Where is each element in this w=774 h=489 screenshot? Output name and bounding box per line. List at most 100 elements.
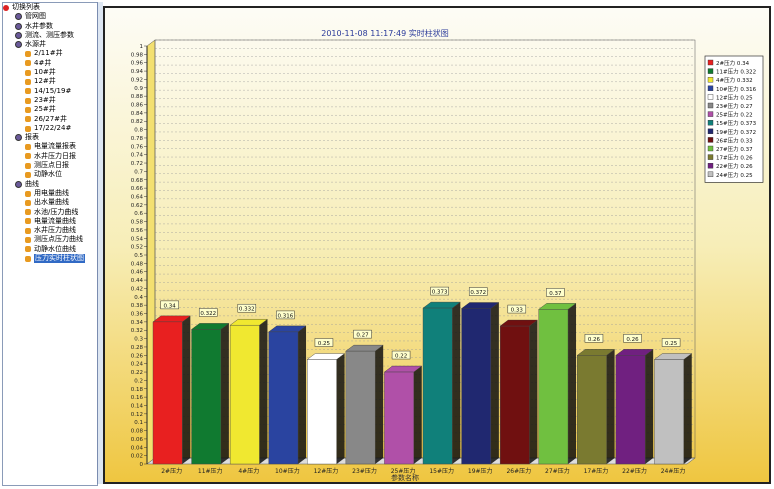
y-tick-label: 0.36 [131,312,144,318]
y-tick-label: 0.46 [131,270,144,276]
tree-item-label: 曲线 [25,179,39,188]
navigation-tree: 切换列表 管网图 水井参数 测流、测压参数 水源井 2/11#井 4#井 10#井 12#井 14… [2,2,98,486]
y-tick-label: 0.82 [131,119,143,125]
y-tick-label: 0.7 [134,169,143,175]
data-label: 0.322 [200,311,216,317]
tree-item[interactable]: 报表 [3,133,97,142]
y-tick-label: 0.74 [131,153,144,159]
y-tick-label: 0.86 [131,103,144,109]
tree-item[interactable]: 动静水位曲线 [3,245,97,254]
y-tick-label: 0.8 [134,128,143,134]
tree-item-label: 测压点压力曲线 [34,235,83,244]
bar [307,359,337,465]
x-tick-label: 11#压力 [198,467,223,475]
data-label-box [584,334,604,343]
legend-entry: 23#压力 0.27 [716,102,753,110]
y-tick-label: 0.22 [131,370,143,376]
x-tick-label: 2#压力 [161,467,182,475]
y-tick-label: 0.5 [134,253,143,259]
data-label: 0.25 [318,341,331,347]
legend-entry: 10#压力 0.316 [716,85,757,93]
tree-item[interactable]: 测压点日报 [3,161,97,170]
legend-swatch [707,119,714,126]
tree-item-label: 管网图 [25,12,46,21]
y-tick-label: 0.98 [131,52,144,58]
data-label-box [391,350,411,360]
tree-item[interactable]: 水井参数 [3,22,97,31]
tree-item-label: 报表 [25,133,39,142]
tree-item[interactable]: 用电量曲线 [3,189,97,198]
legend-swatch [707,102,714,109]
tree-item[interactable]: 25#井 [3,105,97,114]
x-tick-label: 24#压力 [661,467,686,475]
tree-item[interactable]: 10#井 [3,68,97,77]
tree-item[interactable]: 出水量曲线 [3,198,97,207]
tree-item[interactable]: 2/11#井 [3,49,97,58]
y-tick-label: 0.68 [131,178,144,184]
y-tick-label: 1 [140,44,144,50]
tree-item-label: 水源井 [25,40,46,49]
legend-swatch [707,154,714,160]
tree-scrollbar[interactable] [97,2,103,484]
x-tick-label: 10#压力 [275,467,300,475]
x-tick-label: 15#压力 [429,467,454,475]
tree-item-label: 25#井 [34,105,56,114]
tree-item-label: 2/11#井 [34,49,63,58]
node-icon [25,106,31,113]
tree-item[interactable]: 电量流量报表 [3,142,97,151]
tree-item[interactable]: 管网图 [3,12,97,21]
x-tick-label: 19#压力 [468,467,493,475]
legend-swatch [707,68,714,74]
legend-swatch [707,111,714,117]
tree-item[interactable]: 水井压力曲线 [3,226,97,235]
data-label: 0.26 [626,337,639,343]
tree-item[interactable]: 17/22/24# [3,124,97,133]
tree-item[interactable]: 切换列表 [3,3,97,12]
y-tick-label: 0.76 [131,144,144,150]
node-icon [25,125,31,132]
x-axis-title: 参数名称 [391,473,419,482]
y-tick-label: 0.24 [131,362,144,368]
tree-item-label: 测流、测压参数 [25,30,74,39]
tree-item[interactable]: 23#井 [3,96,97,105]
node-icon [25,209,31,216]
data-label: 0.33 [511,308,524,314]
data-label: 0.25 [665,341,678,347]
bar-side [683,353,692,464]
bar [191,329,222,465]
y-tick-label: 0.44 [131,278,144,284]
tree-item[interactable]: 水源井 [3,40,97,49]
tree-item-label: 水井压力曲线 [34,226,76,235]
tree-item[interactable]: 电量流量曲线 [3,217,97,226]
bar [577,355,607,465]
legend-entry: 15#压力 0.373 [716,119,757,127]
tree-item-label: 出水量曲线 [34,198,69,207]
bar [345,350,376,465]
tree-item-label: 用电量曲线 [34,188,69,197]
bar-side [298,325,307,464]
tree-item[interactable]: 14/15/19# [3,87,97,96]
tree-item[interactable]: 12#井 [3,77,97,86]
folder-icon [15,41,22,49]
bar [268,331,299,465]
tree-item[interactable]: 压力实时柱状图 [3,254,97,264]
y-tick-label: 0.48 [131,261,144,267]
tree-item[interactable]: 26/27#井 [3,115,97,124]
tree-item[interactable]: 水池/压力曲线 [3,208,97,217]
y-tick-label: 0.96 [131,61,144,67]
tree-item[interactable]: 水井压力日报 [3,152,97,161]
legend-swatch [707,137,714,143]
tree-item[interactable]: 曲线 [3,180,97,189]
node-icon [25,199,31,206]
tree-item[interactable]: 测流、测压参数 [3,31,97,40]
tree-item[interactable]: 测压点压力曲线 [3,235,97,244]
tree-item[interactable]: 4#井 [3,59,97,68]
x-tick-label: 27#压力 [545,467,570,475]
data-label-box [237,303,257,313]
tree-item[interactable]: 动静水位 [3,170,97,179]
y-tick-label: 0.16 [131,395,144,401]
y-tick-label: 0.04 [131,445,144,451]
data-label: 0.34 [164,303,177,309]
y-tick-label: 0.3 [134,337,143,343]
bar-side [413,366,422,464]
